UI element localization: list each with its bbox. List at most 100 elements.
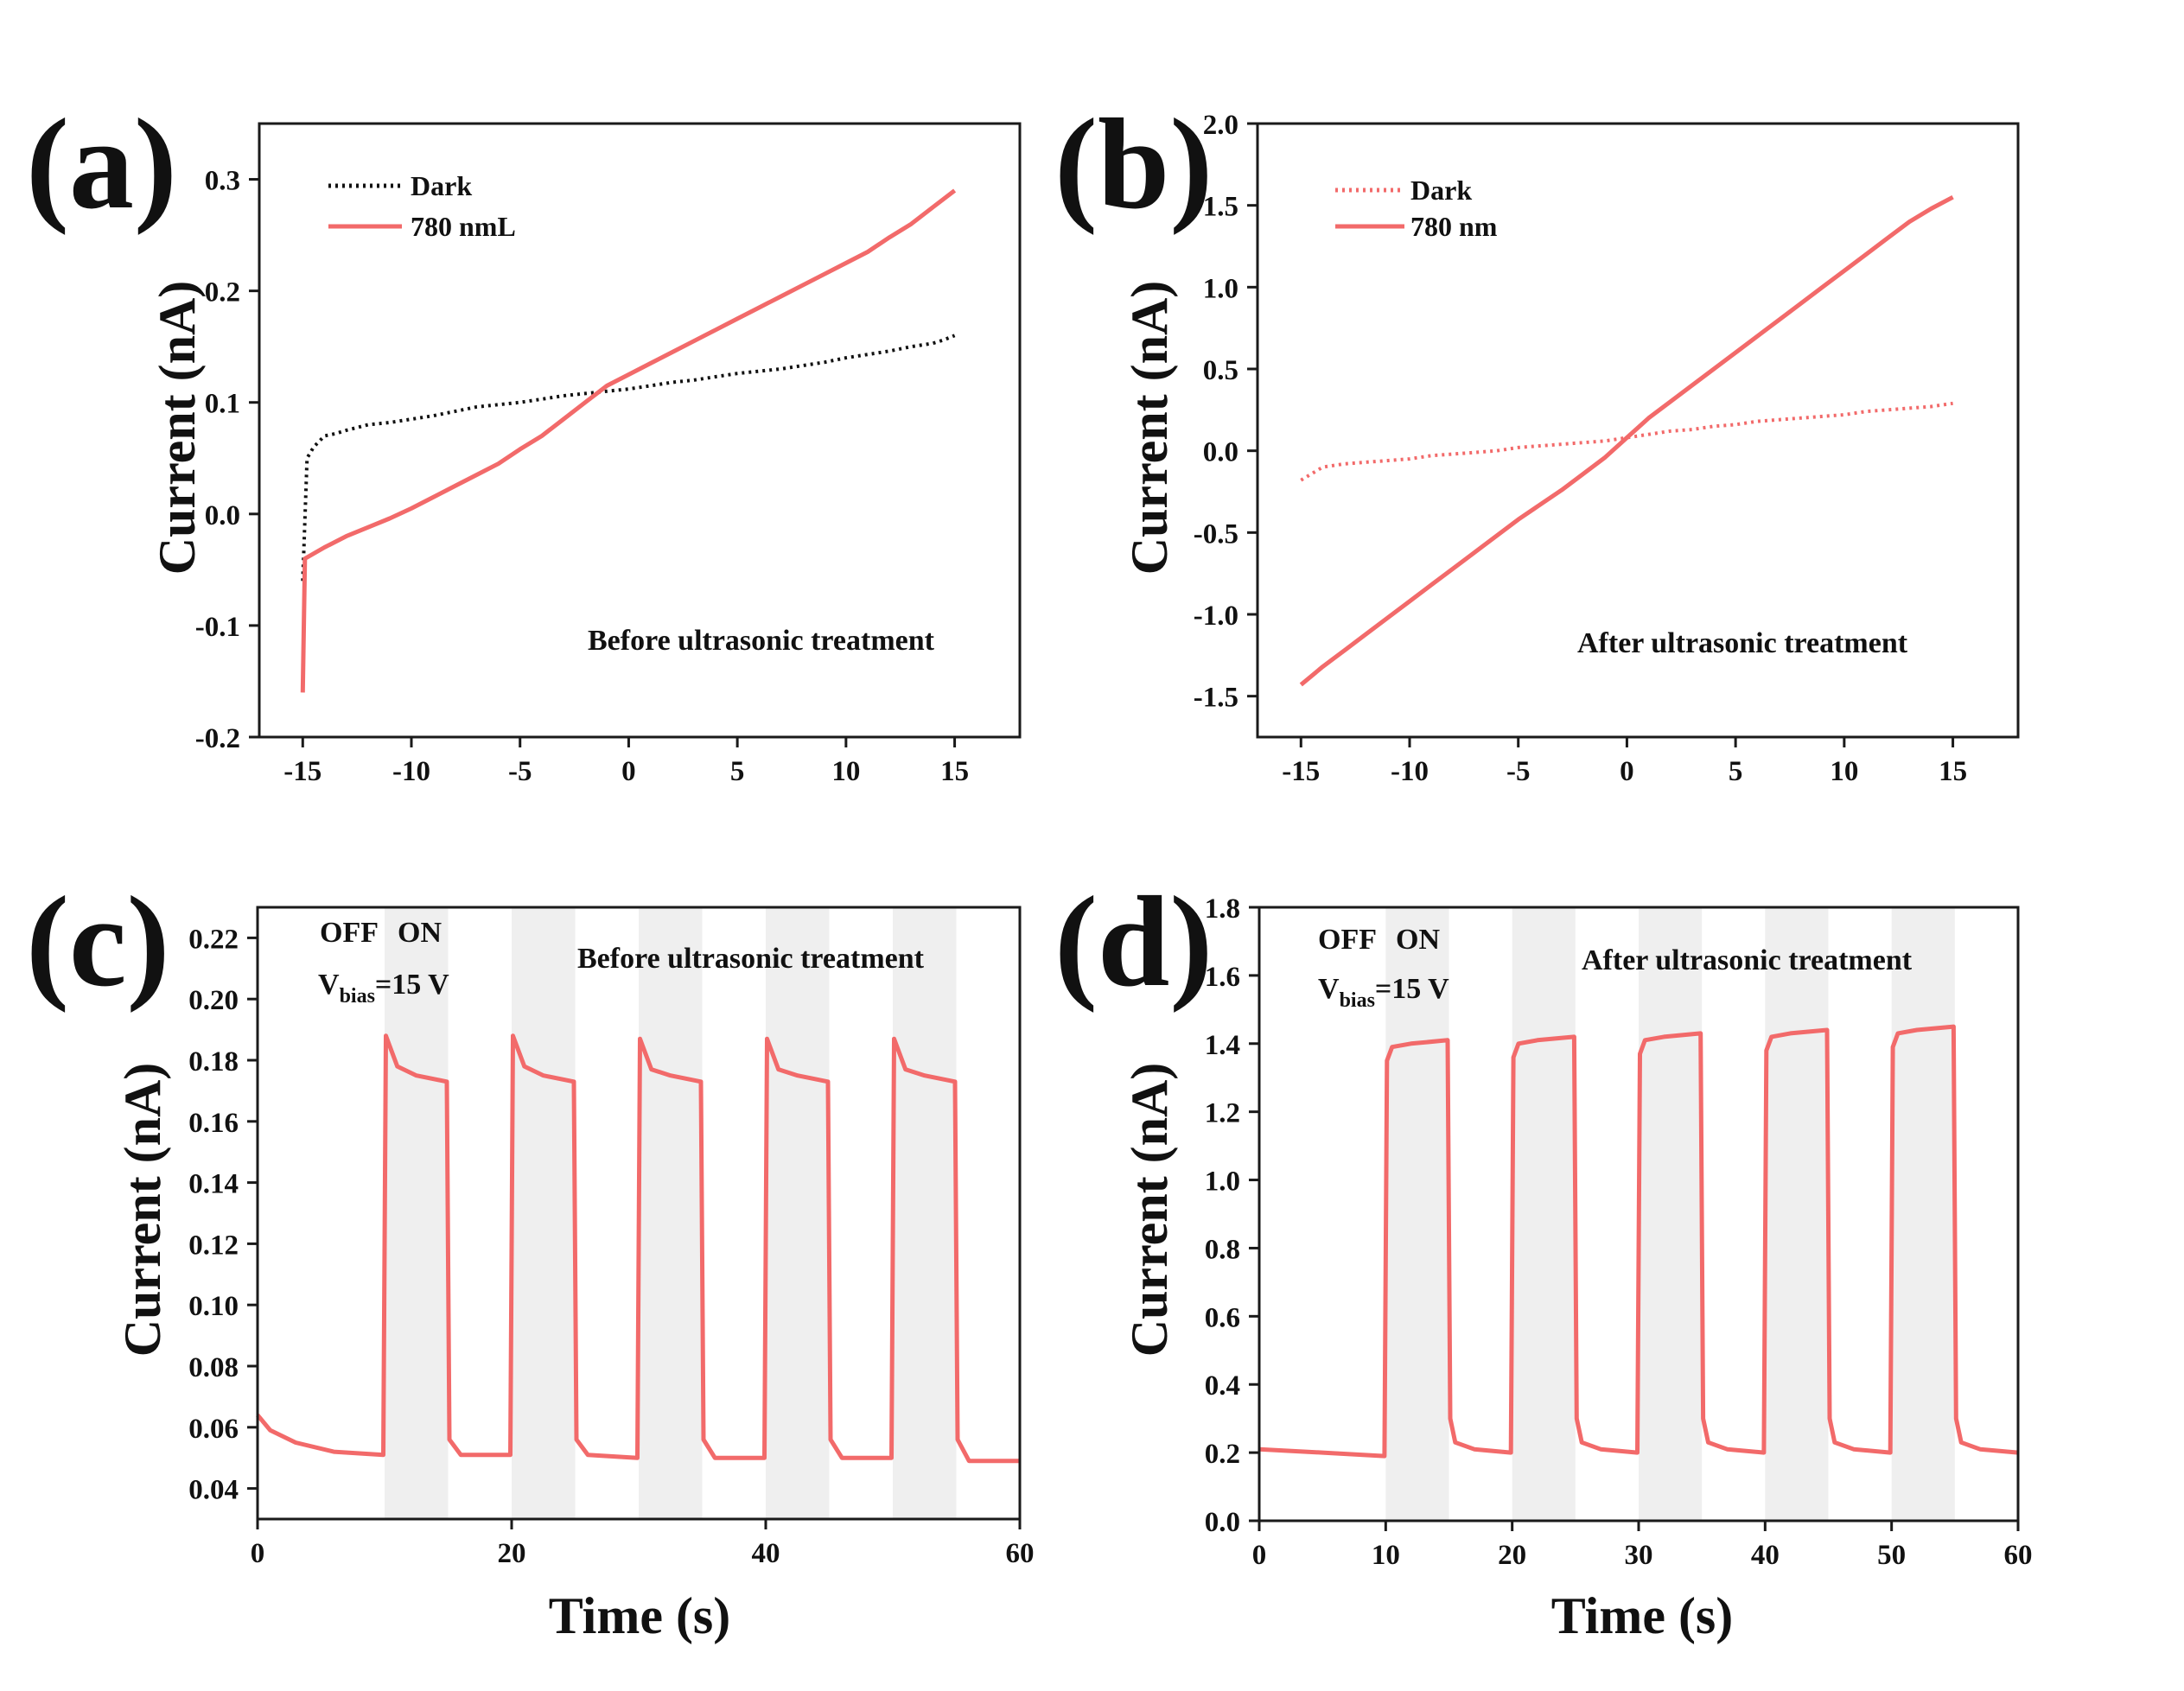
panel-d-xlabel: Time (s) [1551,1587,1734,1644]
y-tick-label: 0.16 [188,1108,239,1139]
y-tick-label: 0.0 [1203,437,1238,468]
panel-b-label: (b) [1054,92,1213,236]
panel-d-xticks: 0 10 20 30 40 50 60 [1252,1521,2033,1571]
y-tick-label: -0.5 [1194,518,1238,550]
panel-a-frame [258,122,1022,739]
x-tick-label: -5 [1506,756,1531,787]
panel-d-annotation: After ultrasonic treatment [1582,944,1913,976]
panel-d-bias-v: V [1318,973,1340,1005]
panel-d-ylabel-group: Current (nA) [1121,1063,1178,1357]
y-tick-label: 1.4 [1205,1030,1240,1061]
y-tick-label: 0.1 [205,389,240,420]
panel-d-bias-sub: bias [1340,989,1375,1012]
panel-d-label: (d) [1054,870,1213,1014]
panel-b-ylabel-group: Current (nA) [1121,281,1178,575]
panel-c-plot [256,1033,1020,1464]
on-interval-shade [639,907,703,1519]
panel-d: (d) Current (nA) Time (s) 0 10 20 30 40 50 60 … [1054,870,2033,1644]
x-tick-label: 5 [1729,756,1743,787]
y-tick-label: 0.12 [188,1230,239,1261]
series-line-photocurrent [256,1033,1020,1464]
y-tick-label: 0.8 [1205,1234,1240,1265]
x-tick-label: 10 [1830,756,1858,787]
panel-a-yticks: -0.2 -0.1 0.0 0.1 0.2 0.3 [195,166,259,754]
x-tick-label: 15 [940,756,969,787]
panel-a-annotation: Before ultrasonic treatment [588,625,935,657]
panel-c-xticks: 0 20 40 60 [251,1519,1035,1569]
panel-b-annotation: After ultrasonic treatment [1577,627,1908,659]
on-interval-shade [1891,907,1955,1521]
y-tick-label: 0.3 [205,166,240,197]
x-tick-label: 10 [831,756,860,787]
panel-d-shades [1385,907,1955,1521]
on-interval-shade [1765,907,1829,1521]
panel-c-frame [256,906,1022,1521]
series-line-780-nm [1299,194,1954,687]
panel-c-ylabel: Current (nA) [114,1063,171,1357]
y-tick-label: 1.5 [1203,192,1238,223]
panel-c-on-label: ON [398,917,442,949]
y-tick-label: 0.5 [1203,355,1238,386]
panel-b-xticks: -15 -10 -5 0 5 10 15 [1282,737,1967,787]
panel-c-shades [385,907,957,1519]
x-tick-label: -5 [508,756,532,787]
y-tick-label: 0.0 [205,500,240,531]
x-tick-label: -10 [1391,756,1429,787]
panel-c-xlabel: Time (s) [549,1587,731,1644]
panel-b-legend: Dark 780 nm [1335,175,1498,242]
y-tick-label: -1.0 [1194,601,1238,632]
legend-light-label: 780 nm [1410,211,1498,242]
y-tick-label: 1.0 [1205,1167,1240,1198]
y-tick-label: 0.20 [188,985,239,1016]
x-tick-label: 50 [1877,1540,1906,1571]
y-tick-label: 0.2 [1205,1439,1240,1470]
panel-c-off-label: OFF [320,917,379,949]
x-tick-label: 0 [1252,1540,1267,1571]
y-tick-label: 1.6 [1205,962,1240,993]
on-interval-shade [893,907,957,1519]
y-tick-label: 0.06 [188,1414,239,1445]
panel-c-bias-sub: bias [340,985,375,1008]
on-interval-shade [1639,907,1703,1521]
y-tick-label: 0.18 [188,1046,239,1078]
y-tick-label: 0.0 [1205,1507,1240,1538]
panel-a-legend: Dark 780 nmL [328,170,516,242]
panel-a-ylabel: Current (nA) [149,281,206,575]
y-tick-label: -0.1 [195,612,240,643]
x-tick-label: 20 [498,1538,526,1569]
panel-b-yticks: -1.5 -1.0 -0.5 0.0 0.5 1.0 1.5 2.0 [1194,110,1258,714]
x-tick-label: -15 [1282,756,1320,787]
panel-c-annotation: Before ultrasonic treatment [577,943,925,975]
x-tick-label: -10 [392,756,430,787]
y-tick-label: 1.0 [1203,273,1238,304]
x-tick-label: 60 [1006,1538,1035,1569]
y-tick-label: 0.14 [188,1169,239,1200]
series-line-dark [301,334,956,582]
y-tick-label: -1.5 [1194,683,1238,714]
series-line-780-nml [300,188,957,693]
panel-c-bias-value: =15 V [375,969,449,1001]
panel-a-plot [300,188,957,693]
x-tick-label: 40 [1751,1540,1780,1571]
x-tick-label: 10 [1372,1540,1400,1571]
legend-dark-label: Dark [1410,175,1472,206]
panel-b-ylabel: Current (nA) [1121,281,1178,575]
y-tick-label: 0.04 [188,1475,239,1506]
y-tick-label: -0.2 [195,723,240,754]
panel-c: (c) Current (nA) Time (s) 0 20 40 60 0.040.… [26,870,1035,1644]
panel-a-ylabel-group: Current (nA) [149,281,206,575]
y-tick-label: 0.4 [1205,1370,1240,1402]
x-tick-label: 40 [752,1538,780,1569]
y-tick-label: 0.22 [188,924,239,955]
x-tick-label: 0 [621,756,636,787]
panel-d-bias-value: =15 V [1375,973,1449,1005]
on-interval-shade [1385,907,1449,1521]
panel-b-frame [1256,122,2020,739]
y-tick-label: 0.10 [188,1291,239,1322]
panel-c-yticks: 0.04 0.06 0.08 0.10 0.12 0.14 0.16 0.18 0.20 0.22 [188,924,258,1506]
series-line-dark [1300,401,1953,482]
y-tick-label: 1.2 [1205,1098,1240,1129]
panel-d-off-label: OFF [1318,924,1377,956]
x-tick-label: 15 [1939,756,1967,787]
x-tick-label: 5 [730,756,745,787]
